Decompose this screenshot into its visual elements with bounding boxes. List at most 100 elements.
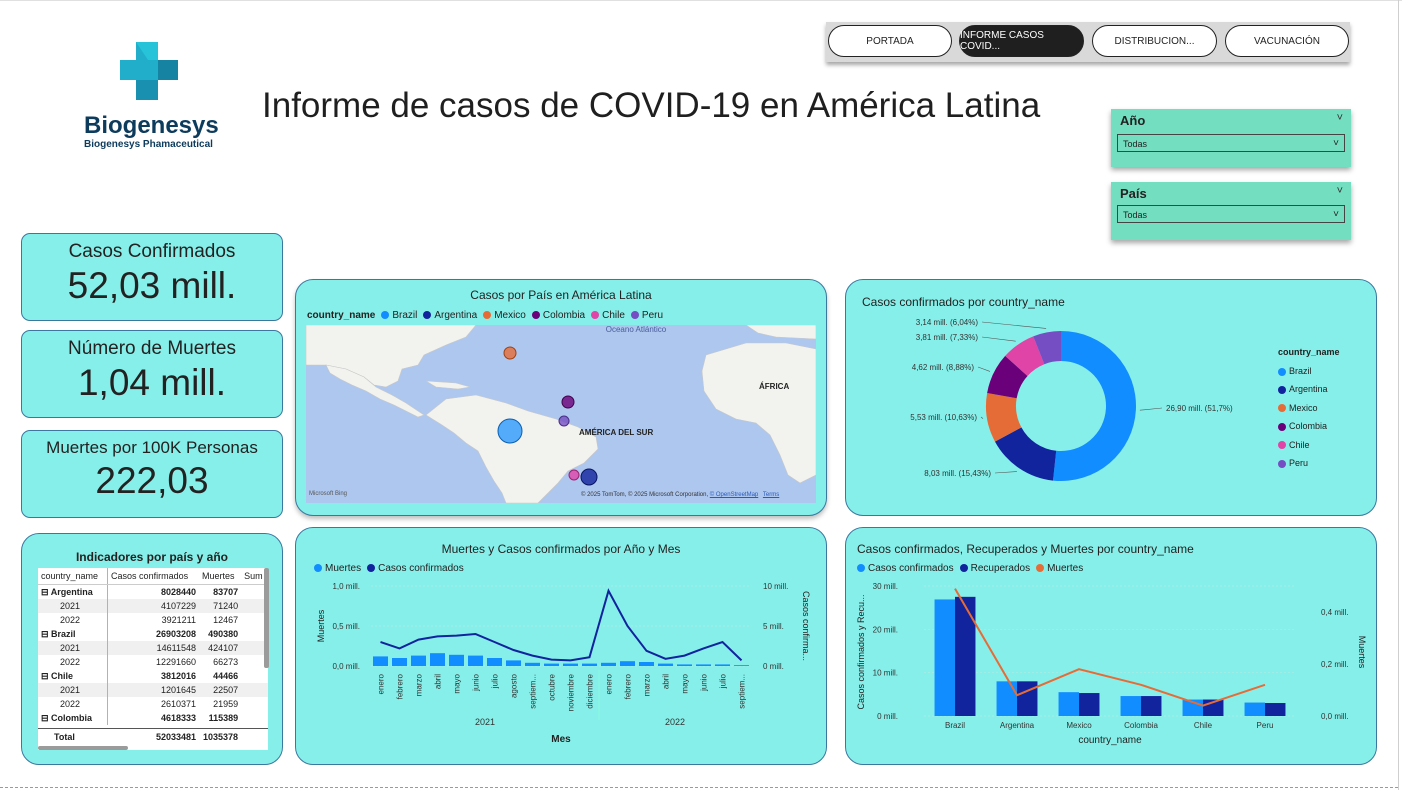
table-row[interactable]: 2021 1201645 22507	[38, 683, 268, 697]
legend-item-peru[interactable]: Peru	[1278, 454, 1328, 472]
bar-casos-colombia[interactable]	[1120, 696, 1141, 716]
table-row[interactable]: 2021 14611548 424107	[38, 641, 268, 655]
legend-item-mexico[interactable]: Mexico	[1278, 399, 1328, 417]
bar-muertes[interactable]	[430, 653, 445, 666]
donut-slice-chile[interactable]	[1005, 336, 1045, 376]
donut-leader-line[interactable]	[1139, 407, 1163, 411]
bar-muertes[interactable]	[544, 663, 559, 666]
bar-recuperados-argentina[interactable]	[1017, 681, 1038, 716]
table-row[interactable]: 2021 4107229 71240	[38, 599, 268, 613]
bar-muertes[interactable]	[677, 664, 692, 666]
bar-recuperados-mexico[interactable]	[1079, 693, 1100, 716]
bar-muertes[interactable]	[506, 660, 521, 666]
bar-muertes[interactable]	[411, 655, 426, 666]
donut-slice-brazil[interactable]	[1052, 331, 1136, 481]
bubble-chile[interactable]	[568, 469, 580, 481]
bubble-argentina[interactable]	[580, 468, 598, 486]
bar-muertes[interactable]	[525, 662, 540, 666]
legend-item-chile[interactable]: Chile	[1278, 436, 1328, 454]
bar-muertes[interactable]	[468, 655, 483, 666]
bar-casos-mexico[interactable]	[1058, 692, 1079, 716]
legend-item-argentina[interactable]: Argentina	[423, 310, 477, 321]
bar-muertes[interactable]	[392, 658, 407, 666]
collapse-icon[interactable]: ⊟	[41, 628, 52, 639]
table-row[interactable]: ⊟ Chile 3812016 44466	[38, 669, 268, 683]
bar-muertes[interactable]	[639, 662, 654, 666]
legend-item-brazil[interactable]: Brazil	[1278, 362, 1328, 380]
bubble-peru[interactable]	[558, 415, 570, 427]
collapse-icon[interactable]: ⊟	[41, 670, 52, 681]
kpi-deaths-card[interactable]: Número de Muertes 1,04 mill.	[21, 330, 283, 418]
year-dropdown[interactable]: Todas ˅	[1117, 134, 1345, 152]
table-row[interactable]: 2022 3921211 12467	[38, 613, 268, 627]
donut-leader-line[interactable]	[994, 471, 1017, 474]
legend-item-confirmados[interactable]: Casos confirmados	[857, 563, 954, 574]
table-row[interactable]: ⊟ Argentina 8028440 83707	[38, 584, 268, 599]
table-row[interactable]: ⊟ Brazil 26903208 490380	[38, 627, 268, 641]
donut-leader-line[interactable]	[981, 321, 1047, 329]
osm-link[interactable]: © OpenStreetMap	[709, 492, 759, 498]
kpi-confirmed-card[interactable]: Casos Confirmados 52,03 mill.	[21, 233, 283, 321]
nav-button-informe[interactable]: INFORME CASOS COVID...	[959, 25, 1084, 57]
nav-button-distribucion[interactable]: DISTRIBUCION...	[1092, 25, 1217, 57]
bubble-brazil[interactable]	[497, 418, 523, 444]
horizontal-scrollbar[interactable]	[38, 746, 128, 750]
line-muertes[interactable]	[954, 588, 1266, 707]
line-casos-confirmados[interactable]	[380, 588, 743, 662]
bar-casos-brazil[interactable]	[934, 599, 955, 716]
bar-casos-peru[interactable]	[1244, 702, 1265, 716]
bar-muertes[interactable]	[601, 662, 616, 666]
bar-muertes[interactable]	[658, 663, 673, 666]
bar-recuperados-colombia[interactable]	[1141, 696, 1162, 716]
legend-item-argentina[interactable]: Argentina	[1278, 380, 1328, 398]
bar-muertes[interactable]	[734, 665, 749, 666]
donut-leader-line[interactable]	[977, 366, 991, 372]
country-bar-chart[interactable]: 0 mill. 10 mill. 20 mill. 30 mill. 0,0 mill.…	[846, 528, 1376, 764]
legend-item-peru[interactable]: Peru	[630, 310, 663, 321]
collapse-icon[interactable]: ⊟	[41, 712, 52, 723]
legend-item-chile[interactable]: Chile	[591, 310, 625, 321]
bar-muertes[interactable]	[696, 664, 711, 666]
legend-item-mexico[interactable]: Mexico	[483, 310, 526, 321]
terms-link[interactable]: Terms	[762, 492, 780, 498]
bubble-mexico[interactable]	[503, 346, 517, 360]
monthly-chart[interactable]: 0,0 mill. 0,5 mill. 1,0 mill. 0 mill. 5 mill…	[296, 528, 826, 764]
bar-recuperados-brazil[interactable]	[955, 596, 976, 716]
bar-casos-argentina[interactable]	[996, 681, 1017, 716]
legend-item-brazil[interactable]: Brazil	[381, 310, 417, 321]
donut-slice-colombia[interactable]	[987, 355, 1028, 399]
bar-muertes[interactable]	[487, 658, 502, 666]
donut-leader-line[interactable]	[981, 336, 1016, 342]
chevron-down-icon[interactable]: ˅	[1336, 112, 1343, 124]
bar-muertes[interactable]	[582, 663, 597, 666]
map-canvas[interactable]	[306, 325, 816, 503]
bar-recuperados-peru[interactable]	[1265, 703, 1286, 716]
legend-item-colombia[interactable]: Colombia	[531, 310, 585, 321]
donut-slice-mexico[interactable]	[986, 393, 1022, 442]
table-header[interactable]: Sum	[241, 568, 268, 585]
legend-item-casos[interactable]: Casos confirmados	[367, 563, 464, 574]
kpi-deaths-per-100k-card[interactable]: Muertes por 100K Personas 222,03	[21, 430, 283, 518]
nav-button-vacunacion[interactable]: VACUNACIÓN	[1225, 25, 1349, 57]
bar-muertes[interactable]	[715, 664, 730, 666]
legend-item-recuperados[interactable]: Recuperados	[959, 563, 1030, 574]
chevron-down-icon[interactable]: ˅	[1336, 185, 1343, 197]
donut-slice-peru[interactable]	[1033, 331, 1061, 365]
collapse-icon[interactable]: ⊟	[41, 586, 51, 597]
table-row[interactable]: ⊟ Colombia 4618333 115389	[38, 711, 268, 725]
indicators-table[interactable]: country_name Casos confirmados Muertes S…	[38, 568, 268, 750]
bar-muertes[interactable]	[373, 656, 388, 666]
legend-item-colombia[interactable]: Colombia	[1278, 417, 1328, 435]
nav-button-portada[interactable]: PORTADA	[828, 25, 952, 57]
bar-muertes[interactable]	[449, 654, 464, 666]
country-dropdown[interactable]: Todas ˅	[1117, 205, 1345, 223]
table-header[interactable]: Casos confirmados	[107, 568, 199, 585]
table-row[interactable]: 2022 2610371 21959	[38, 697, 268, 711]
donut-slice-argentina[interactable]	[994, 427, 1057, 481]
bar-muertes[interactable]	[620, 661, 635, 666]
legend-item-muertes[interactable]: Muertes	[1036, 563, 1083, 574]
bubble-colombia[interactable]	[561, 395, 575, 409]
donut-leader-line[interactable]	[980, 416, 984, 419]
vertical-scrollbar[interactable]	[264, 568, 269, 668]
legend-item-muertes[interactable]: Muertes	[314, 563, 361, 574]
